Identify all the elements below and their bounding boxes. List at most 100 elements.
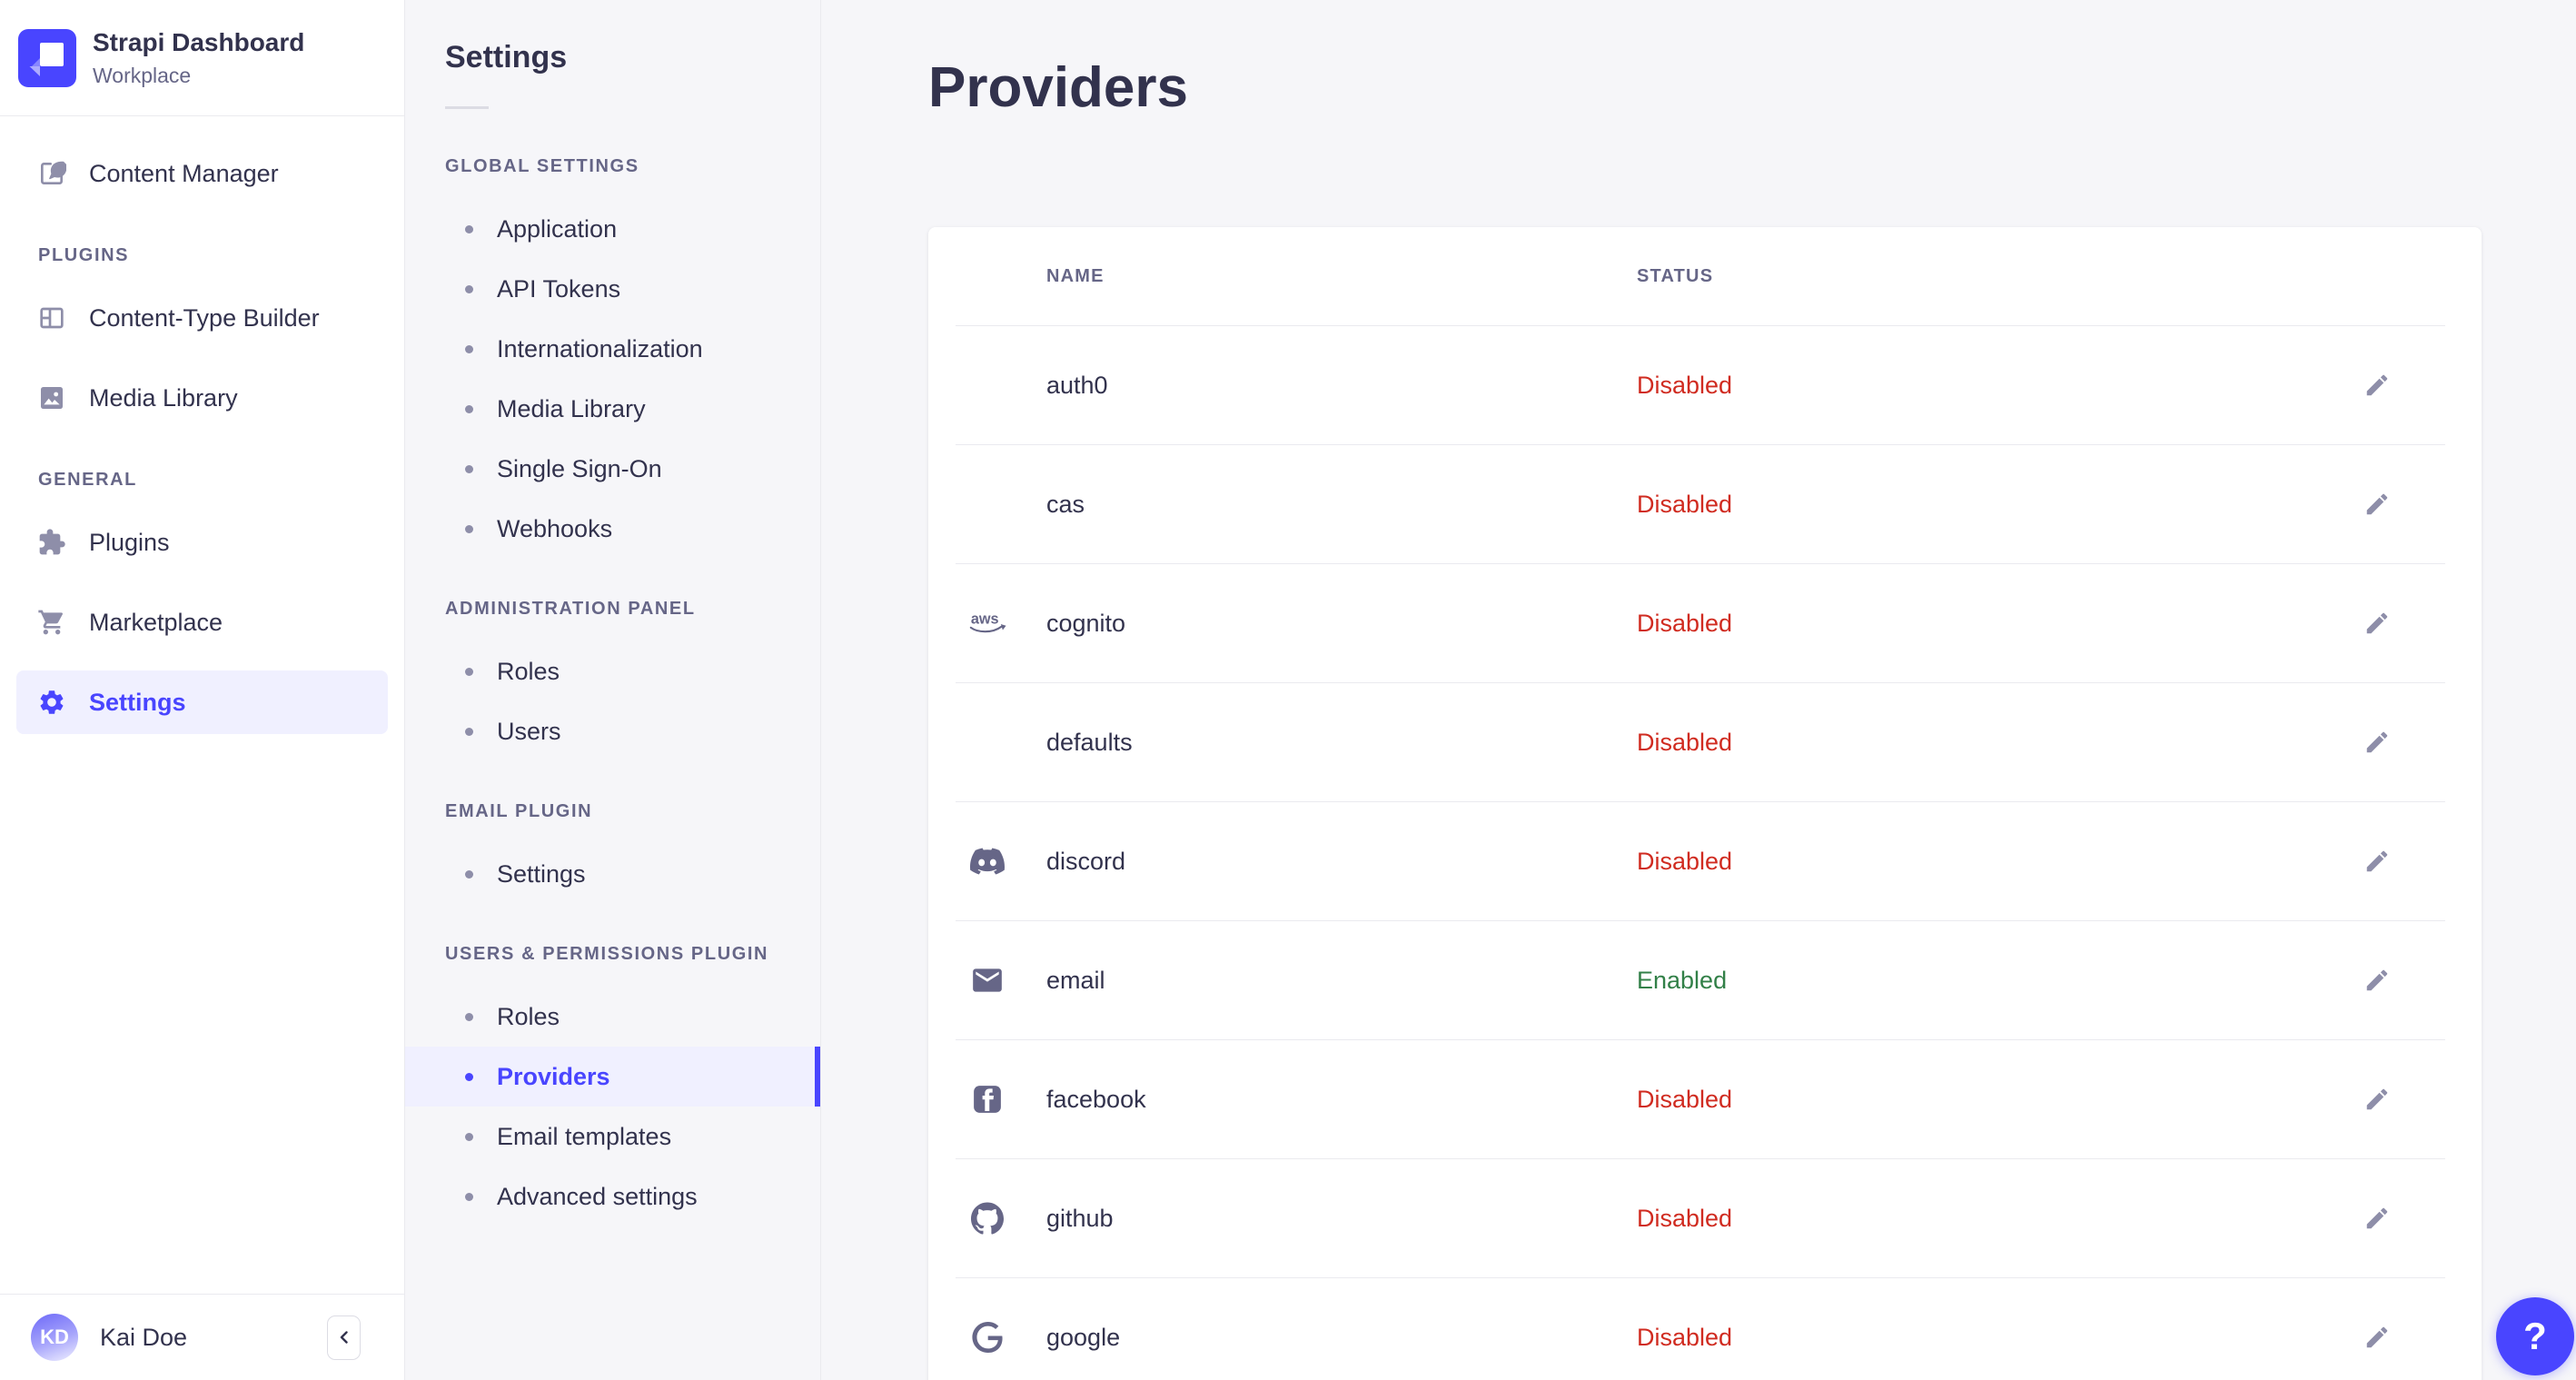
sidebar-item-content-type-builder[interactable]: Content-Type Builder <box>16 286 388 350</box>
edit-provider-button[interactable] <box>2363 491 2391 518</box>
user-name[interactable]: Kai Doe <box>100 1323 188 1351</box>
settings-sidebar-title: Settings <box>445 40 568 74</box>
sidebar-item-marketplace[interactable]: Marketplace <box>16 591 388 654</box>
settings-nav-item-label: Users <box>497 717 561 745</box>
edit-provider-button[interactable] <box>2363 848 2391 875</box>
settings-section-label-users-permissions-plugin: USERS & PERMISSIONS PLUGIN <box>445 944 769 964</box>
workspace-title: Strapi Dashboard <box>93 27 305 56</box>
row-divider <box>956 1158 2445 1159</box>
settings-nav-item-roles[interactable]: Roles <box>405 987 820 1047</box>
settings-nav-item-single-sign-on[interactable]: Single Sign-On <box>405 439 820 499</box>
settings-nav-item-roles[interactable]: Roles <box>405 641 820 701</box>
edit-provider-button[interactable] <box>2363 610 2391 637</box>
provider-name: google <box>1046 1323 1121 1351</box>
settings-section-label-administration-panel: ADMINISTRATION PANEL <box>445 599 696 619</box>
edit-icon <box>2363 967 2391 994</box>
sidebar-item-label: Marketplace <box>89 608 223 636</box>
nav-section-label-general: GENERAL <box>38 470 137 490</box>
settings-section-label-email-plugin: EMAIL PLUGIN <box>445 801 593 821</box>
table-header-row: NAME STATUS <box>928 227 2482 325</box>
settings-nav-item-label: Email templates <box>497 1122 672 1150</box>
sidebar-item-label: Plugins <box>89 528 170 556</box>
edit-icon <box>2363 491 2391 518</box>
workspace-subtitle: Workplace <box>93 63 192 87</box>
avatar[interactable]: KD <box>31 1314 78 1361</box>
provider-name: auth0 <box>1046 371 1108 399</box>
edit-icon <box>2363 729 2391 756</box>
table-row-facebook: facebook Disabled <box>928 1040 2482 1158</box>
settings-nav-item-label: API Tokens <box>497 274 621 303</box>
settings-nav-item-webhooks[interactable]: Webhooks <box>405 499 820 559</box>
sidebar-item-content-manager[interactable]: Content Manager <box>16 142 388 205</box>
nav-section-label-plugins: PLUGINS <box>38 245 130 265</box>
provider-name: cas <box>1046 490 1085 518</box>
svg-text:aws: aws <box>971 611 999 627</box>
column-header-name: NAME <box>1046 265 1105 286</box>
sidebar-item-label: Content Manager <box>89 159 279 187</box>
github-icon <box>971 1202 1004 1235</box>
table-row-cas: cas Disabled <box>928 445 2482 563</box>
sidebar-item-settings[interactable]: Settings <box>16 670 388 734</box>
discord-icon <box>970 844 1005 879</box>
provider-status: Disabled <box>1637 1323 1733 1351</box>
edit-icon <box>2363 848 2391 875</box>
sidebar-item-label: Media Library <box>89 383 238 412</box>
media-library-icon <box>36 382 67 413</box>
bullet-icon <box>465 727 473 736</box>
edit-provider-button[interactable] <box>2363 1324 2391 1351</box>
content-type-builder-icon <box>36 303 67 333</box>
sidebar-item-media-library[interactable]: Media Library <box>16 366 388 430</box>
provider-status: Disabled <box>1637 609 1733 637</box>
settings-nav-item-label: Webhooks <box>497 514 613 542</box>
settings-nav-item-advanced-settings[interactable]: Advanced settings <box>405 1167 820 1226</box>
table-row-email: email Enabled <box>928 921 2482 1039</box>
provider-status: Disabled <box>1637 728 1733 756</box>
settings-nav-item-application[interactable]: Application <box>405 199 820 259</box>
table-row-cognito: aws cognito Disabled <box>928 564 2482 682</box>
bullet-icon <box>465 1192 473 1201</box>
settings-nav-item-label: Roles <box>497 1002 560 1030</box>
settings-nav-item-media-library[interactable]: Media Library <box>405 379 820 439</box>
settings-nav-item-label: Single Sign-On <box>497 454 662 482</box>
table-row-google: google Disabled <box>928 1278 2482 1380</box>
sidebar-footer: KD Kai Doe <box>0 1294 404 1380</box>
plugins-icon <box>36 527 67 558</box>
settings-nav-item-internationalization[interactable]: Internationalization <box>405 319 820 379</box>
edit-provider-button[interactable] <box>2363 1205 2391 1232</box>
collapse-sidebar-button[interactable] <box>327 1315 361 1360</box>
table-row-github: github Disabled <box>928 1159 2482 1277</box>
brand-text: Strapi Dashboard Workplace <box>93 28 304 88</box>
settings-nav-item-settings[interactable]: Settings <box>405 844 820 904</box>
workspace-header[interactable]: Strapi Dashboard Workplace <box>0 0 404 116</box>
edit-provider-button[interactable] <box>2363 729 2391 756</box>
edit-provider-button[interactable] <box>2363 1086 2391 1113</box>
settings-nav-item-email-templates[interactable]: Email templates <box>405 1107 820 1167</box>
help-button[interactable]: ? <box>2496 1297 2574 1375</box>
edit-icon <box>2363 1205 2391 1232</box>
row-divider <box>956 801 2445 802</box>
table-row-auth0: auth0 Disabled <box>928 326 2482 444</box>
provider-name: email <box>1046 966 1105 994</box>
row-divider <box>956 325 2445 326</box>
edit-provider-button[interactable] <box>2363 967 2391 994</box>
settings-nav-item-label: Internationalization <box>497 334 703 362</box>
edit-provider-button[interactable] <box>2363 372 2391 399</box>
question-icon: ? <box>2523 1315 2547 1357</box>
provider-name: discord <box>1046 847 1126 875</box>
settings-nav-item-providers[interactable]: Providers <box>405 1047 820 1107</box>
row-divider <box>956 1277 2445 1278</box>
sidebar-item-label: Settings <box>89 688 186 716</box>
edit-icon <box>2363 372 2391 399</box>
page-title: Providers <box>928 56 1189 119</box>
bullet-icon <box>465 1012 473 1021</box>
divider <box>445 106 489 109</box>
bullet-icon <box>465 464 473 473</box>
provider-status: Disabled <box>1637 847 1733 875</box>
main-nav: Content Manager PLUGINS Content-Type Bui… <box>0 116 404 1294</box>
content-manager-icon <box>36 158 67 189</box>
main-sidebar: Strapi Dashboard Workplace Content Manag… <box>0 0 405 1380</box>
sidebar-item-plugins[interactable]: Plugins <box>16 511 388 574</box>
settings-nav-item-api-tokens[interactable]: API Tokens <box>405 259 820 319</box>
settings-nav-item-users[interactable]: Users <box>405 701 820 761</box>
provider-status: Disabled <box>1637 1085 1733 1113</box>
